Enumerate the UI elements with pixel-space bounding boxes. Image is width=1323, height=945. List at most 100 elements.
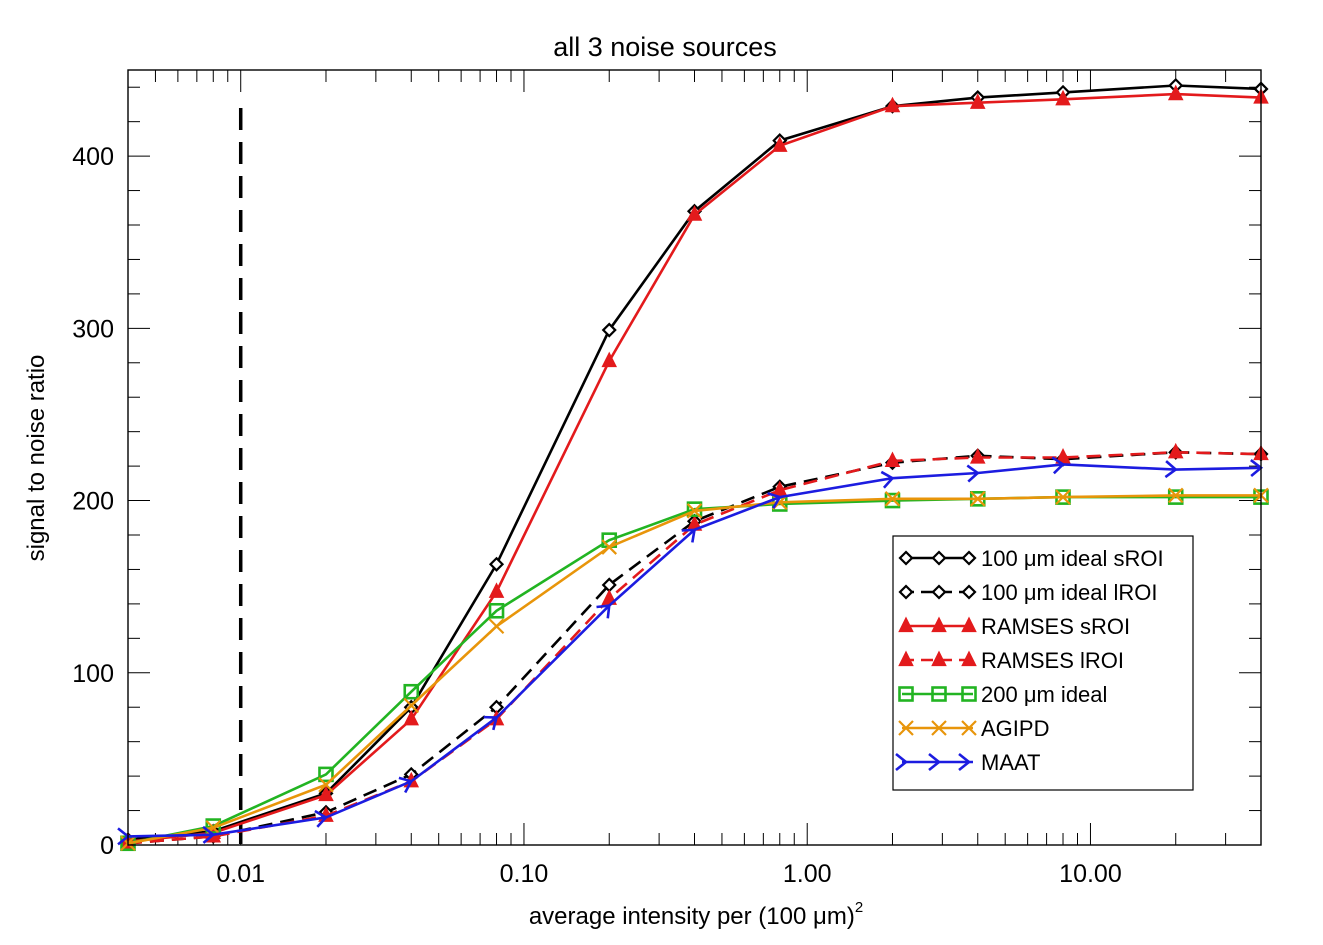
x-axis-label: average intensity per (100 μm)2 <box>529 899 863 930</box>
legend-label: 100 μm ideal sROI <box>981 546 1164 571</box>
arrow-marker <box>880 470 895 489</box>
legend-marker <box>898 616 914 633</box>
arrow-marker <box>202 825 216 844</box>
data-point <box>1055 89 1071 106</box>
legend-label: RAMSES lROI <box>981 648 1124 673</box>
data-point <box>596 604 611 619</box>
arrow-marker <box>398 776 414 794</box>
legend-item: 100 μm ideal sROI <box>898 546 1164 571</box>
y-tick-label: 300 <box>72 315 114 343</box>
y-tick-label: 400 <box>72 143 114 171</box>
square-marker <box>898 686 914 702</box>
legend-marker <box>931 650 947 667</box>
arrow-marker <box>966 464 980 483</box>
legend-marker <box>931 584 947 600</box>
square-marker <box>884 492 901 509</box>
legend-label: MAAT <box>981 750 1040 775</box>
x-marker <box>969 491 986 507</box>
square-marker <box>488 602 505 619</box>
data-point <box>1051 456 1066 475</box>
x-tick-label: 0.01 <box>216 860 265 888</box>
x-axis-label-sup: 2 <box>855 899 863 916</box>
legend-marker <box>961 686 977 702</box>
triangle-marker <box>1055 448 1071 464</box>
x-marker <box>488 618 505 635</box>
data-point <box>318 785 334 802</box>
data-point <box>483 715 499 731</box>
data-point <box>403 709 420 726</box>
data-point <box>969 448 986 464</box>
legend-label: RAMSES sROI <box>981 614 1130 639</box>
legend-marker <box>931 686 947 702</box>
data-point <box>966 464 980 483</box>
triangle-marker <box>601 589 618 605</box>
diamond-marker <box>931 550 947 566</box>
legend-marker <box>898 686 914 702</box>
chart-title: all 3 noise sources <box>553 32 777 62</box>
data-point <box>488 602 505 619</box>
x-tick-label: 0.10 <box>500 860 549 888</box>
data-point <box>1167 487 1184 504</box>
diamond-marker <box>931 584 947 600</box>
data-point <box>601 351 618 368</box>
y-axis-label: signal to noise ratio <box>23 355 50 562</box>
triangle-marker <box>1167 442 1184 459</box>
square-marker <box>931 686 947 702</box>
triangle-marker <box>931 650 947 667</box>
x-marker <box>318 776 334 793</box>
square-marker <box>318 766 334 783</box>
legend-label: 200 μm ideal <box>981 682 1107 707</box>
triangle-marker <box>686 205 703 221</box>
data-point <box>771 480 788 497</box>
triangle-marker <box>898 616 914 633</box>
data-point <box>681 528 697 543</box>
data-point <box>601 539 618 555</box>
data-point <box>686 205 703 221</box>
triangle-marker <box>931 616 947 633</box>
legend-item: MAAT <box>895 750 1040 775</box>
data-point <box>488 582 505 598</box>
legend-item: 200 μm ideal <box>898 682 1107 707</box>
data-point <box>318 776 334 793</box>
legend-marker <box>928 752 942 772</box>
x-marker <box>931 720 947 736</box>
data-point <box>403 683 420 700</box>
data-point <box>1167 84 1184 101</box>
diamond-marker <box>601 322 617 338</box>
triangle-marker <box>403 709 420 726</box>
arrow-marker <box>596 604 611 619</box>
triangle-marker <box>961 616 977 633</box>
square-marker <box>403 683 420 700</box>
data-point <box>601 322 617 338</box>
data-point <box>969 93 986 109</box>
data-point <box>880 470 895 489</box>
legend-marker <box>898 650 914 667</box>
legend-marker <box>961 584 977 600</box>
triangle-marker <box>771 136 788 152</box>
arrow-marker <box>1051 456 1066 475</box>
data-point <box>488 618 505 635</box>
arrow-marker <box>1164 460 1178 479</box>
diamond-marker <box>961 584 977 600</box>
legend-marker <box>931 550 947 566</box>
legend-marker <box>898 584 914 600</box>
data-point <box>884 492 901 509</box>
data-point <box>1164 460 1178 479</box>
diamond-marker <box>898 584 914 600</box>
legend-marker <box>961 650 977 667</box>
data-point <box>1055 489 1071 505</box>
data-point <box>1167 489 1184 505</box>
legend-label: AGIPD <box>981 716 1049 741</box>
legend-marker <box>961 720 977 736</box>
data-point <box>1055 448 1071 464</box>
arrow-marker <box>681 528 697 543</box>
legend-marker <box>898 720 914 736</box>
y-tick-label: 200 <box>72 488 114 516</box>
square-marker <box>961 686 977 702</box>
y-tick-label: 100 <box>72 660 114 688</box>
legend-marker <box>961 550 977 566</box>
legend-marker <box>931 616 947 633</box>
data-point <box>314 809 329 828</box>
